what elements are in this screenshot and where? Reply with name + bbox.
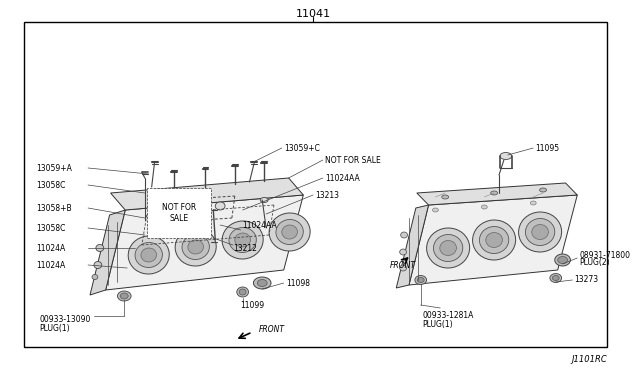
Ellipse shape: [415, 276, 427, 285]
Text: NOT FOR
SALE: NOT FOR SALE: [162, 203, 196, 223]
Polygon shape: [417, 183, 577, 205]
Ellipse shape: [235, 233, 250, 247]
Text: 13212: 13212: [233, 244, 257, 253]
Polygon shape: [90, 210, 125, 295]
Text: 13059+C: 13059+C: [284, 144, 319, 153]
Text: FRONT: FRONT: [389, 260, 415, 269]
Ellipse shape: [94, 262, 102, 269]
Ellipse shape: [257, 279, 267, 286]
Ellipse shape: [269, 213, 310, 251]
Ellipse shape: [237, 287, 248, 297]
Ellipse shape: [229, 228, 257, 253]
Text: 11099: 11099: [240, 301, 264, 310]
Ellipse shape: [239, 289, 246, 295]
Ellipse shape: [540, 188, 547, 192]
Ellipse shape: [117, 291, 131, 301]
Ellipse shape: [401, 232, 408, 238]
Ellipse shape: [120, 293, 128, 299]
Ellipse shape: [442, 195, 449, 199]
Ellipse shape: [433, 234, 463, 262]
Ellipse shape: [182, 234, 209, 260]
Ellipse shape: [400, 249, 406, 255]
Ellipse shape: [427, 228, 470, 268]
Ellipse shape: [128, 236, 169, 274]
Polygon shape: [106, 195, 303, 290]
Ellipse shape: [282, 225, 298, 239]
Text: 13059+A: 13059+A: [36, 164, 72, 173]
Ellipse shape: [486, 232, 502, 247]
Ellipse shape: [175, 228, 216, 266]
Text: 13213: 13213: [315, 190, 339, 199]
Polygon shape: [111, 178, 303, 210]
Text: 11024AA: 11024AA: [243, 221, 277, 230]
Ellipse shape: [188, 240, 204, 254]
Ellipse shape: [518, 212, 562, 252]
Ellipse shape: [491, 191, 497, 195]
Ellipse shape: [440, 240, 456, 256]
Ellipse shape: [191, 204, 200, 212]
Text: 11098: 11098: [285, 279, 310, 288]
Ellipse shape: [472, 220, 516, 260]
Ellipse shape: [96, 244, 104, 251]
Text: 11041: 11041: [296, 9, 331, 19]
Bar: [24, 22, 607, 347]
Text: 11024AA: 11024AA: [325, 173, 360, 183]
Text: 13273: 13273: [574, 276, 598, 285]
Ellipse shape: [525, 218, 555, 246]
Text: J1101RC: J1101RC: [571, 356, 607, 365]
Text: 00933-1281A: 00933-1281A: [422, 311, 474, 321]
Ellipse shape: [135, 243, 163, 267]
Ellipse shape: [500, 153, 512, 160]
Ellipse shape: [222, 221, 263, 259]
Text: 00933-13090: 00933-13090: [39, 315, 90, 324]
Ellipse shape: [276, 219, 303, 244]
Ellipse shape: [215, 202, 225, 210]
Ellipse shape: [417, 278, 424, 282]
Ellipse shape: [400, 265, 406, 271]
Text: FRONT: FRONT: [259, 326, 285, 334]
Ellipse shape: [253, 277, 271, 289]
Ellipse shape: [532, 224, 548, 240]
Text: 13058C: 13058C: [36, 180, 65, 189]
Text: PLUG(2): PLUG(2): [579, 259, 610, 267]
Text: 11024A: 11024A: [36, 260, 65, 269]
Polygon shape: [409, 195, 577, 285]
Ellipse shape: [531, 201, 536, 205]
Text: 08931-71800: 08931-71800: [579, 250, 630, 260]
Text: 11024A: 11024A: [36, 244, 65, 253]
Polygon shape: [396, 205, 429, 288]
Text: NOT FOR SALE: NOT FOR SALE: [325, 155, 381, 164]
Ellipse shape: [92, 275, 98, 279]
Ellipse shape: [552, 276, 559, 280]
Ellipse shape: [260, 198, 268, 202]
Ellipse shape: [557, 257, 568, 263]
Ellipse shape: [433, 208, 438, 212]
Ellipse shape: [555, 254, 570, 266]
Ellipse shape: [479, 227, 509, 253]
Ellipse shape: [141, 248, 157, 262]
Text: 11095: 11095: [535, 144, 559, 153]
Ellipse shape: [550, 273, 562, 282]
Text: 13058C: 13058C: [36, 224, 65, 232]
Text: PLUG(1): PLUG(1): [39, 324, 70, 333]
Text: 13058+B: 13058+B: [36, 203, 72, 212]
Text: PLUG(1): PLUG(1): [422, 320, 453, 328]
Ellipse shape: [481, 205, 487, 209]
